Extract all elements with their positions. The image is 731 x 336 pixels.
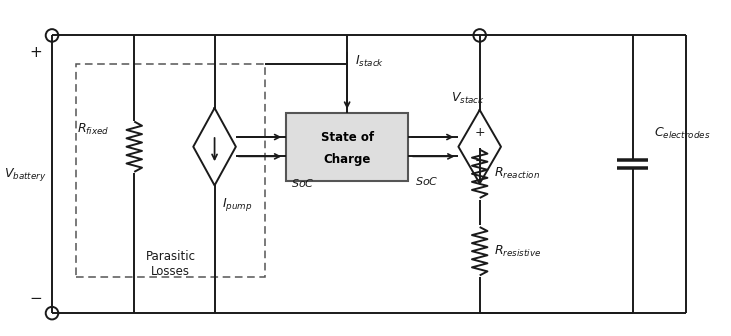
Text: $SoC$: $SoC$ [291, 177, 314, 190]
Text: $V_{battery}$: $V_{battery}$ [4, 166, 46, 183]
Text: −: − [474, 155, 485, 168]
Text: $I_{pump}$: $I_{pump}$ [222, 196, 253, 213]
Text: $I_{stack}$: $I_{stack}$ [355, 54, 384, 69]
Text: $SoC$: $SoC$ [415, 175, 439, 186]
Text: State of: State of [321, 131, 374, 143]
Text: Parasitic: Parasitic [145, 250, 195, 262]
Text: Charge: Charge [323, 153, 371, 166]
Text: $R_{reaction}$: $R_{reaction}$ [494, 166, 540, 181]
Bar [286, 113, 408, 180]
Text: −: − [29, 291, 42, 306]
Text: $R_{fixed}$: $R_{fixed}$ [77, 122, 109, 137]
Text: $R_{resistive}$: $R_{resistive}$ [494, 244, 542, 259]
Text: Losses: Losses [151, 265, 190, 278]
Text: +: + [474, 126, 485, 139]
Text: +: + [29, 45, 42, 60]
Text: $C_{electrodes}$: $C_{electrodes}$ [654, 126, 711, 141]
Text: $V_{stack}$: $V_{stack}$ [451, 91, 485, 106]
